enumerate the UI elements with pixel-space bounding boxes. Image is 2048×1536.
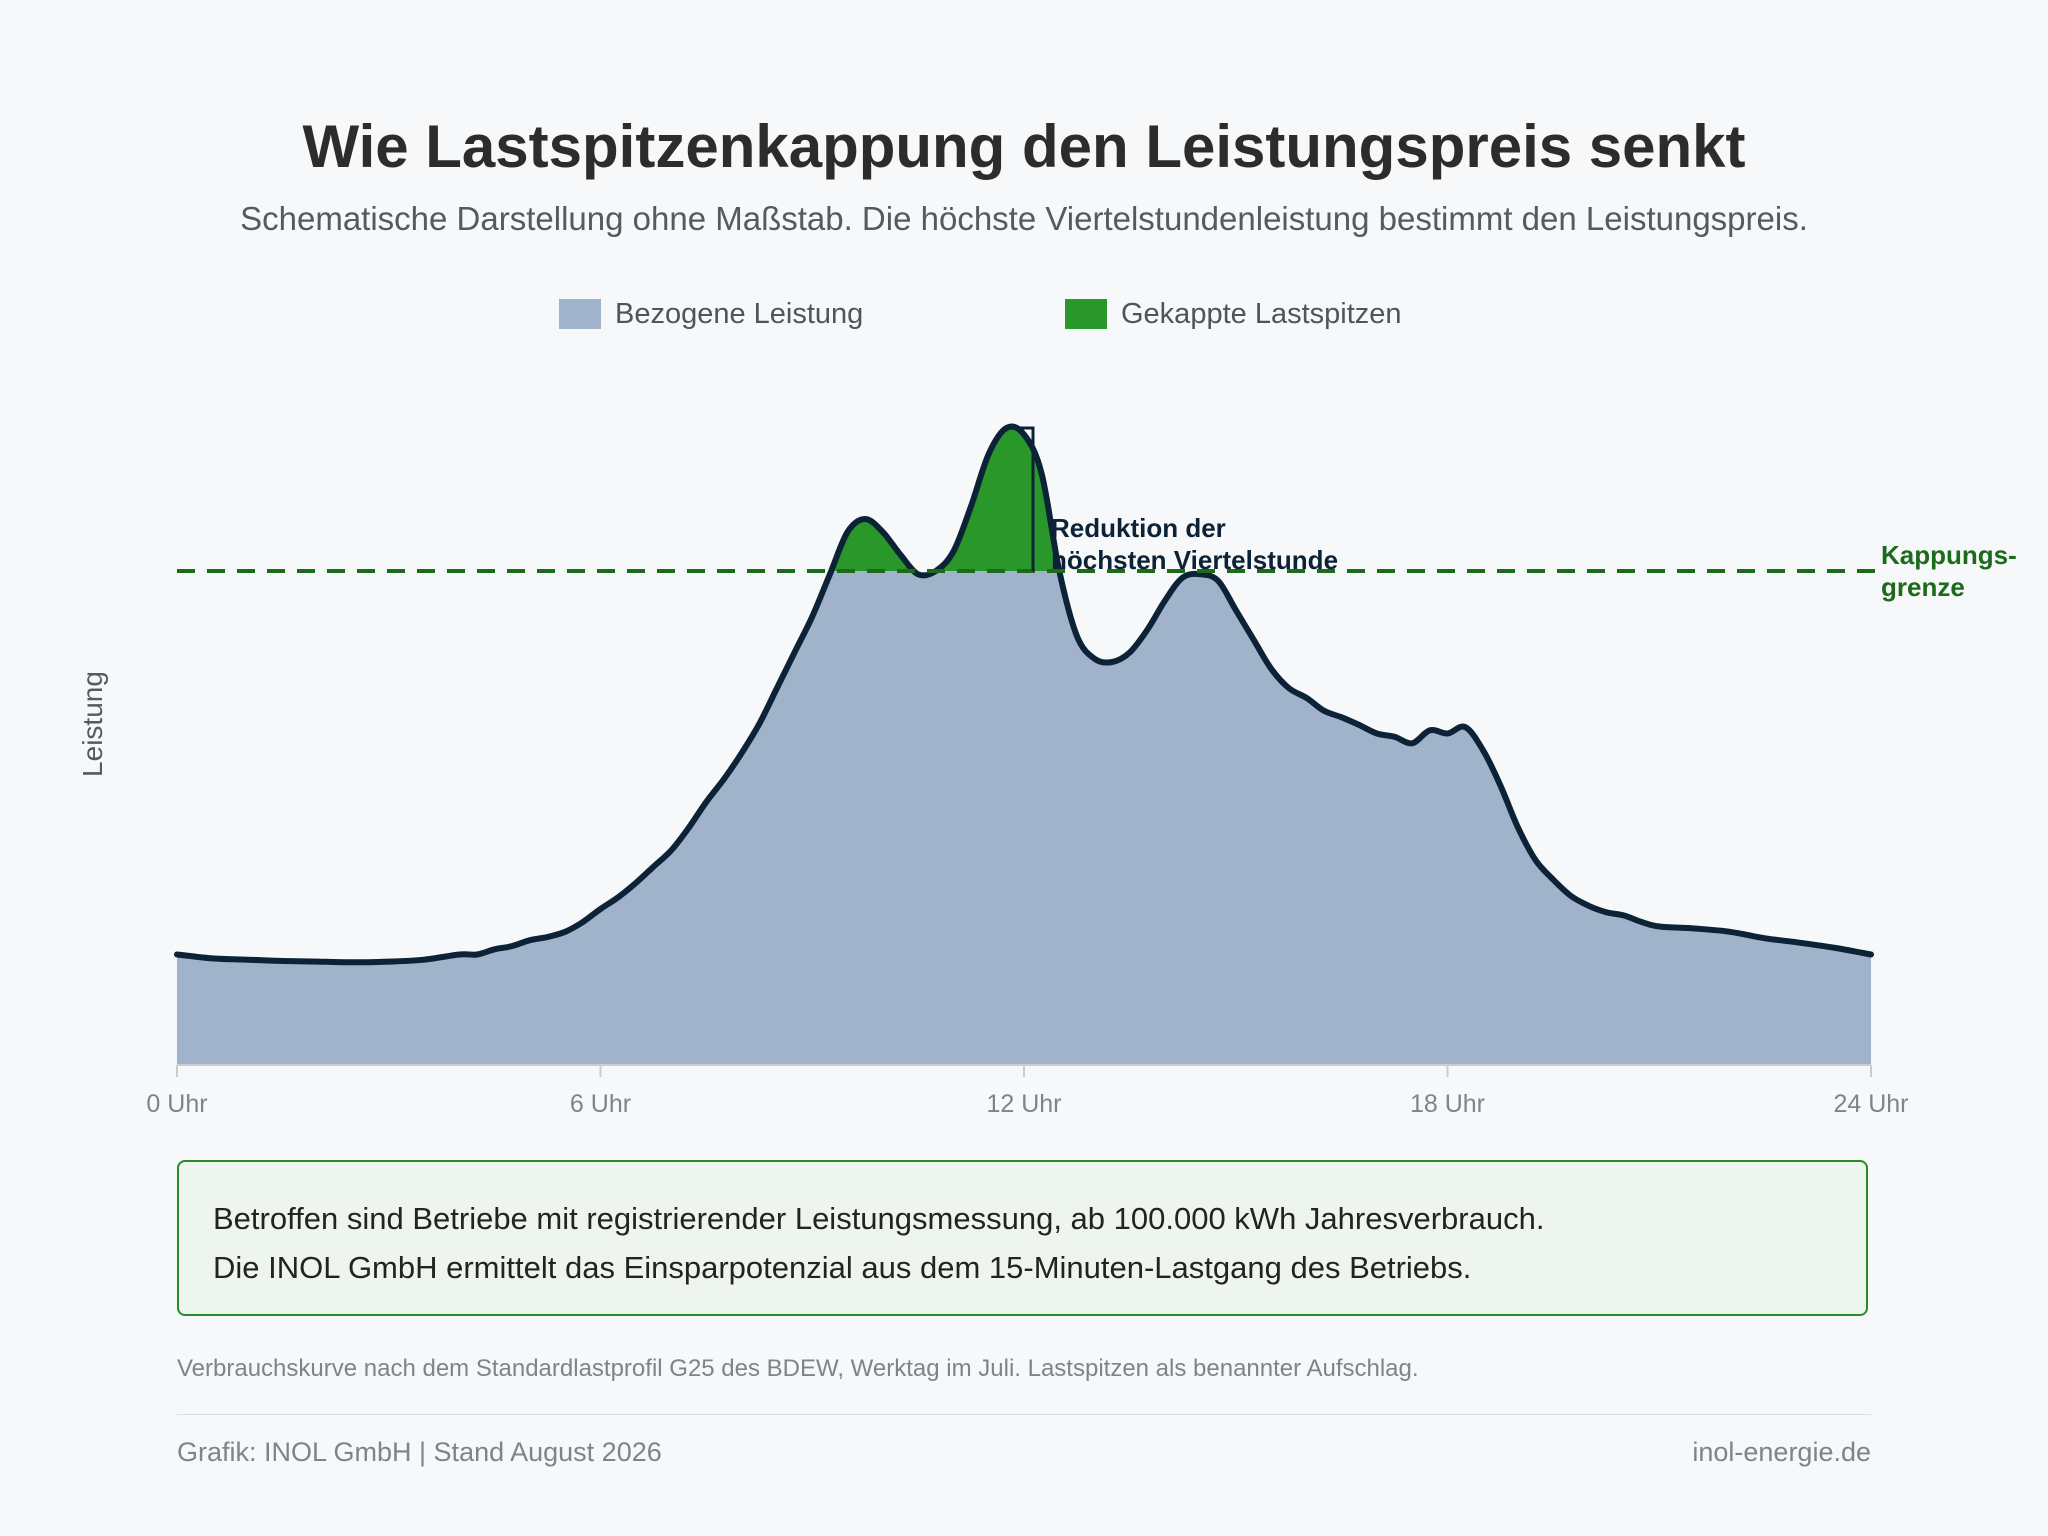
legend-swatch-capped <box>1065 299 1107 329</box>
consumption-area <box>177 426 1871 1065</box>
cap-limit-label-line1: Kappungs- <box>1881 540 2017 570</box>
legend-item-gekappte-lastspitzen: Gekappte Lastspitzen <box>1065 296 1402 332</box>
info-line-1: Betroffen sind Betriebe mit registrieren… <box>213 1201 1545 1236</box>
capped-peaks-area <box>831 426 1060 571</box>
x-tick-label-3: 18 Uhr <box>1410 1090 1485 1118</box>
cap-limit-label-line2: grenze <box>1881 572 1965 602</box>
footer-website: inol-energie.de <box>1692 1437 1871 1467</box>
legend-swatch-area <box>559 299 601 329</box>
info-line-2: Die INOL GmbH ermittelt das Einsparpoten… <box>213 1250 1472 1285</box>
y-axis-label: Leistung <box>77 671 108 777</box>
footer-divider <box>177 1414 1871 1415</box>
legend-item-bezogene-leistung: Bezogene Leistung <box>559 296 863 332</box>
reduction-annotation-line1: Reduktion der <box>1051 513 1226 543</box>
x-tick-label-4: 24 Uhr <box>1833 1090 1908 1118</box>
chart-subtitle: Schematische Darstellung ohne Maßstab. D… <box>240 200 1808 237</box>
reduction-bracket <box>1019 426 1035 571</box>
chart-title: Wie Lastspitzenkappung den Leistungsprei… <box>302 113 1746 180</box>
x-tick-label-2: 12 Uhr <box>986 1090 1061 1118</box>
load-curve-line <box>174 423 1874 966</box>
load-profile-chart: Leistung Kappungs- grenze Reduktion der … <box>77 423 2017 1118</box>
info-box: Betroffen sind Betriebe mit registrieren… <box>177 1160 1868 1316</box>
legend-label-capped: Gekappte Lastspitzen <box>1121 297 1402 330</box>
legend-label-area: Bezogene Leistung <box>615 297 864 330</box>
x-tick-label-1: 6 Uhr <box>570 1090 631 1118</box>
x-tick-label-0: 0 Uhr <box>146 1090 207 1118</box>
x-axis-ticks: 0 Uhr 6 Uhr 12 Uhr 18 Uhr 24 Uhr <box>146 1065 1909 1118</box>
source-note: Verbrauchskurve nach dem Standardlastpro… <box>177 1355 1419 1382</box>
reduction-annotation-line2: höchsten Viertelstunde <box>1051 545 1338 575</box>
footer-credit: Grafik: INOL GmbH | Stand August 2026 <box>177 1437 662 1467</box>
